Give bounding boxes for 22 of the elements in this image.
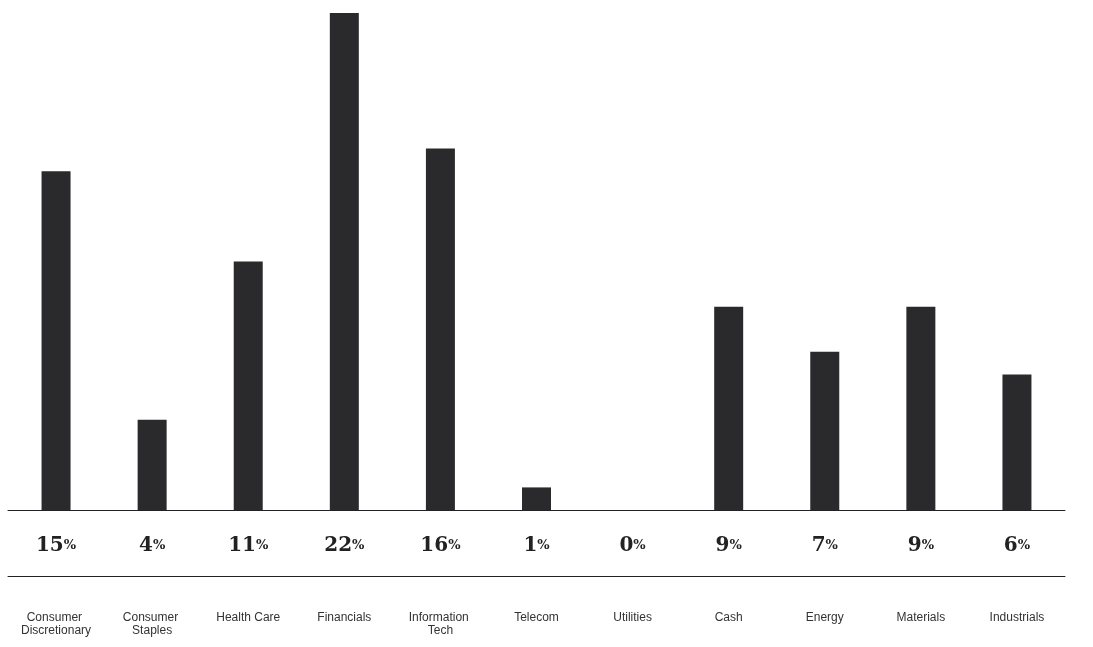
data-label: 11% xyxy=(228,532,269,556)
data-label: 16% xyxy=(420,532,462,556)
data-label: 9% xyxy=(907,532,935,556)
data-label: 22% xyxy=(324,532,366,556)
x-tick-label: Utilities xyxy=(613,609,652,624)
data-label: 7% xyxy=(811,532,839,556)
data-label: 6% xyxy=(1003,532,1031,556)
x-tick-label: Telecom xyxy=(514,609,559,624)
x-tick-label: Industrials xyxy=(989,609,1045,624)
x-tick-label: Consumer Discretionary xyxy=(21,609,92,637)
x-tick-label: Health Care xyxy=(216,609,281,624)
x-tick-label: Materials xyxy=(896,609,946,624)
data-label: 15% xyxy=(35,532,77,556)
x-tick-label: Energy xyxy=(805,609,844,624)
data-label: 0% xyxy=(619,532,647,556)
data-label: 4% xyxy=(139,532,166,556)
x-tick-label: Information Tech xyxy=(408,609,473,637)
x-tick-label: Financials xyxy=(317,609,372,624)
x-tick-label: Consumer Staples xyxy=(122,609,182,637)
x-tick-label: Cash xyxy=(714,609,743,624)
data-label: 9% xyxy=(715,532,743,556)
data-label: 1% xyxy=(523,532,551,556)
